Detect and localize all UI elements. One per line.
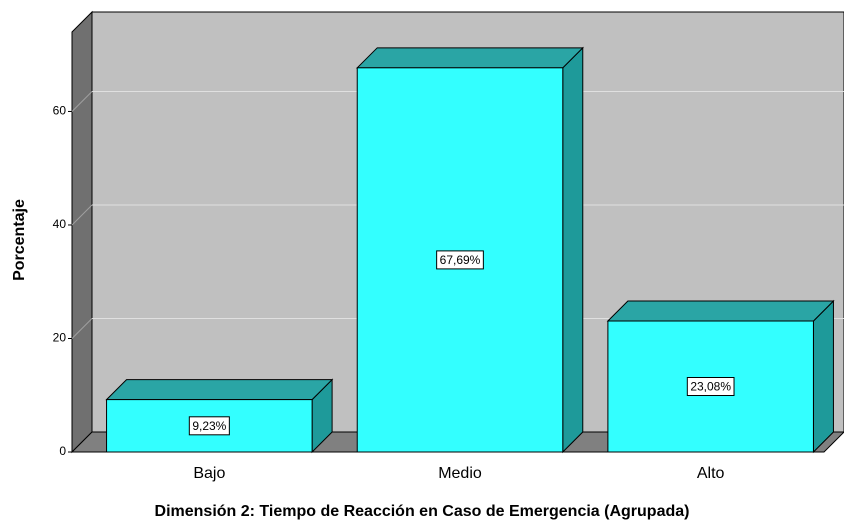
- x-tick-label: Medio: [438, 465, 482, 482]
- left-wall: [71, 10, 93, 454]
- y-tick-label: 0: [59, 444, 66, 458]
- grid-line: [71, 91, 93, 112]
- grid-line: [71, 318, 93, 339]
- y-axis-title: Porcentaje: [11, 199, 28, 281]
- x-axis-title: Dimensión 2: Tiempo de Reacción en Caso …: [155, 503, 690, 520]
- bar-side: [812, 299, 834, 454]
- bar-side: [562, 46, 584, 454]
- y-tick-label: 20: [53, 331, 67, 345]
- y-tick-label: 40: [53, 217, 67, 231]
- bar-top: [606, 300, 835, 322]
- x-tick-label: Alto: [697, 465, 725, 482]
- value-label-box: [436, 250, 484, 270]
- y-tick-label: 60: [53, 104, 67, 118]
- grid-line: [71, 204, 93, 226]
- value-label: 9,23%: [192, 419, 226, 433]
- value-label: 23,08%: [690, 380, 731, 394]
- bar-top: [356, 47, 584, 69]
- value-label: 67,69%: [440, 253, 481, 267]
- bar-top: [105, 379, 334, 401]
- value-label-box: [188, 416, 230, 436]
- x-tick-label: Bajo: [193, 465, 225, 482]
- value-label-box: [686, 377, 735, 397]
